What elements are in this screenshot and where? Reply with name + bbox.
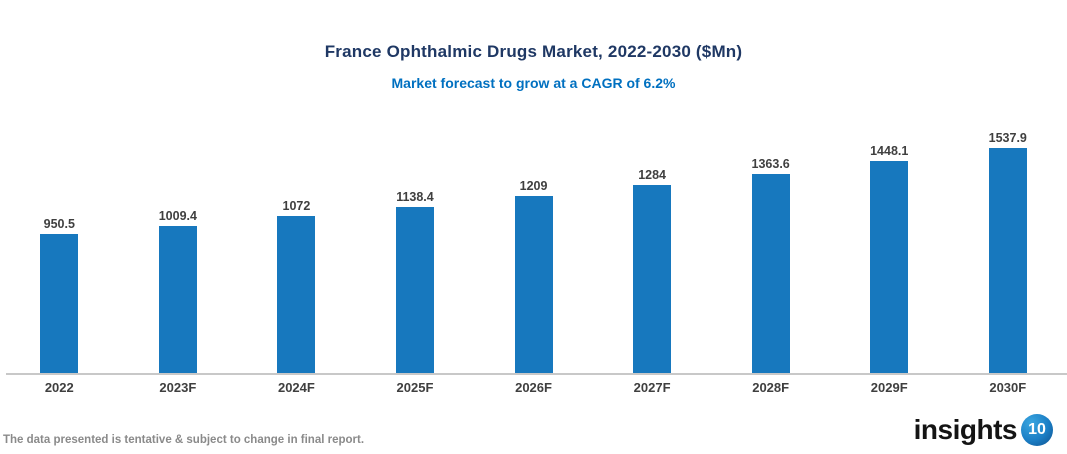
bar-value-label: 1363.6 xyxy=(751,157,790,171)
x-axis-tick-label: 2027F xyxy=(633,380,671,395)
bar xyxy=(514,196,553,373)
bar-column: 1448.1 xyxy=(830,110,949,373)
bar-column: 1363.6 xyxy=(711,110,830,373)
bar-value-label: 1138.4 xyxy=(396,190,434,204)
bar-value-label: 950.5 xyxy=(43,217,75,231)
bar-column: 1138.4 xyxy=(356,110,475,373)
bar-value-label: 1448.1 xyxy=(870,144,909,158)
bar-value-label: 1209 xyxy=(519,179,548,193)
bar-value-label: 1072 xyxy=(282,199,311,213)
bar-value-label: 1537.9 xyxy=(988,131,1027,145)
bar-column: 1284 xyxy=(593,110,712,373)
x-axis-tick-label: 2025F xyxy=(396,380,434,395)
chart-title: France Ophthalmic Drugs Market, 2022-203… xyxy=(324,42,743,61)
bar-column: 1009.4 xyxy=(119,110,238,373)
insights10-logo: insights 10 xyxy=(914,414,1053,446)
bar xyxy=(988,148,1027,373)
x-axis-tick-label: 2023F xyxy=(159,380,197,395)
x-axis-tick-label: 2029F xyxy=(870,380,908,395)
bar xyxy=(870,161,909,373)
x-axis-tick-label: 2022 xyxy=(44,380,74,395)
x-axis-labels: 2022 2023F 2024F 2025F 2026F 2027F 2028F 2029F 2… xyxy=(0,380,1067,395)
bar-plot-area: 950.5 1009.4 1072 1138.4 1209 1284 1363.6 1448.… xyxy=(0,110,1067,373)
bar-value-label: 1009.4 xyxy=(158,209,197,223)
bar-column: 950.5 xyxy=(0,110,119,373)
bar xyxy=(751,174,790,373)
bar xyxy=(633,185,672,373)
x-axis-tick-label: 2026F xyxy=(515,380,552,395)
bar-column: 1209 xyxy=(474,110,593,373)
x-axis-line xyxy=(6,373,1067,375)
bar xyxy=(40,234,79,373)
chart-subtitle: Market forecast to grow at a CAGR of 6.2… xyxy=(391,75,676,91)
disclaimer-text: The data presented is tentative & subjec… xyxy=(3,434,365,446)
logo-badge-10: 10 xyxy=(1021,414,1053,446)
bar-value-label: 1284 xyxy=(638,168,666,182)
x-axis-tick-label: 2024F xyxy=(277,380,315,395)
x-axis-tick-label: 2028F xyxy=(752,380,790,395)
bar xyxy=(395,207,434,373)
x-axis-tick-label: 2030F xyxy=(989,380,1027,395)
bar xyxy=(158,226,197,373)
bar-column: 1537.9 xyxy=(949,110,1067,373)
logo-wordmark: insights xyxy=(913,414,1018,445)
bar-column: 1072 xyxy=(237,110,356,373)
bar xyxy=(277,216,316,373)
